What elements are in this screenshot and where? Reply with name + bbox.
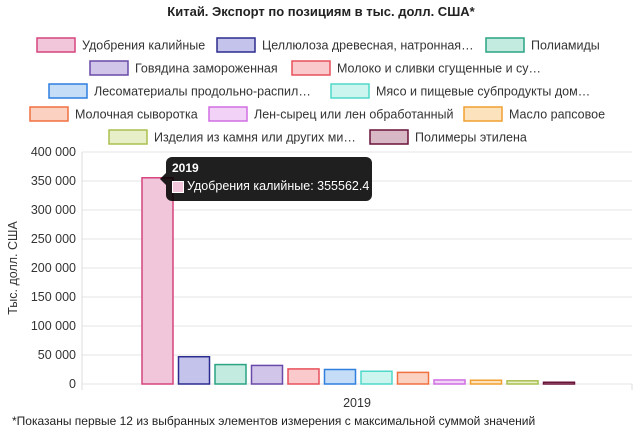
legend-label: Лесоматериалы продольно-распил… <box>94 85 311 99</box>
legend-label: Молочная сыворотка <box>75 108 198 122</box>
legend-label: Полимеры этилена <box>415 131 527 145</box>
tooltip-swatch <box>172 181 184 193</box>
bar[interactable] <box>542 381 576 385</box>
tooltip-title: 2019 <box>172 161 199 175</box>
y-tick-label: 50 000 <box>38 348 76 362</box>
legend-label: Лен-сырец или лен обработанный <box>254 108 454 122</box>
footnote: *Показаны первые 12 из выбранных элемент… <box>12 414 536 428</box>
bar[interactable] <box>469 379 503 385</box>
bar[interactable] <box>250 364 284 385</box>
bar[interactable] <box>323 368 357 385</box>
legend-label: Молоко и сливки сгущенные и су… <box>337 62 541 76</box>
legend-swatch <box>108 129 148 145</box>
legend-item[interactable]: Масло рапсовое <box>463 106 605 122</box>
legend-item[interactable]: Говядина замороженная <box>89 60 278 76</box>
tooltip-text: Удобрения калийные: 355562.4 <box>187 179 370 193</box>
bar[interactable] <box>360 370 393 385</box>
legend-swatch <box>89 60 129 76</box>
legend-item[interactable]: Полиамиды <box>485 37 600 53</box>
bar[interactable] <box>214 363 247 385</box>
legend-swatch <box>48 83 88 99</box>
legend-swatch <box>369 129 409 145</box>
y-tick-label: 400 000 <box>31 145 76 159</box>
tooltip: 2019 Удобрения калийные: 355562.4 <box>160 157 372 201</box>
legend-label: Удобрения калийные <box>82 39 205 53</box>
legend-label: Целлюлоза древесная, натронная… <box>262 39 474 53</box>
bar[interactable] <box>287 368 320 385</box>
tooltip-pointer <box>160 173 166 185</box>
y-tick-label: 250 000 <box>31 232 76 246</box>
legend-swatch <box>208 106 248 122</box>
legend-swatch <box>485 37 525 53</box>
legend-label: Масло рапсовое <box>509 108 605 122</box>
legend-label: Изделия из камня или других ми… <box>154 131 356 145</box>
y-axis-title: Тыс. долл. США <box>6 221 20 315</box>
legend-item[interactable]: Лен-сырец или лен обработанный <box>208 106 454 122</box>
legend-swatch <box>29 106 69 122</box>
legend-item[interactable]: Мясо и пищевые субпродукты дом… <box>330 83 590 99</box>
legend-label: Полиамиды <box>531 39 600 53</box>
y-tick-label: 350 000 <box>31 174 76 188</box>
bar[interactable] <box>433 379 466 385</box>
legend-label: Говядина замороженная <box>135 62 278 76</box>
legend-swatch <box>330 83 370 99</box>
legend-item[interactable]: Молочная сыворотка <box>29 106 198 122</box>
legend-item[interactable]: Лесоматериалы продольно-распил… <box>48 83 311 99</box>
legend-item[interactable]: Удобрения калийные <box>36 37 205 53</box>
bar[interactable] <box>141 177 174 385</box>
legend-item[interactable]: Молоко и сливки сгущенные и су… <box>291 60 541 76</box>
legend-label: Мясо и пищевые субпродукты дом… <box>376 85 590 99</box>
y-tick-label: 100 000 <box>31 319 76 333</box>
y-tick-label: 200 000 <box>31 261 76 275</box>
legend-swatch <box>291 60 331 76</box>
legend-item[interactable]: Целлюлоза древесная, натронная… <box>216 37 474 53</box>
legend-item[interactable]: Полимеры этилена <box>369 129 527 145</box>
bar[interactable] <box>177 355 211 385</box>
legend-swatch <box>463 106 503 122</box>
legend-item[interactable]: Изделия из камня или других ми… <box>108 129 356 145</box>
x-tick-label: 2019 <box>343 396 371 410</box>
y-tick-label: 300 000 <box>31 203 76 217</box>
y-tick-label: 0 <box>69 377 76 391</box>
chart-title: Китай. Экспорт по позициям в тыс. долл. … <box>167 4 475 19</box>
bar[interactable] <box>396 371 430 385</box>
legend-swatch <box>216 37 256 53</box>
y-tick-label: 150 000 <box>31 290 76 304</box>
bar[interactable] <box>506 380 539 385</box>
legend-swatch <box>36 37 76 53</box>
